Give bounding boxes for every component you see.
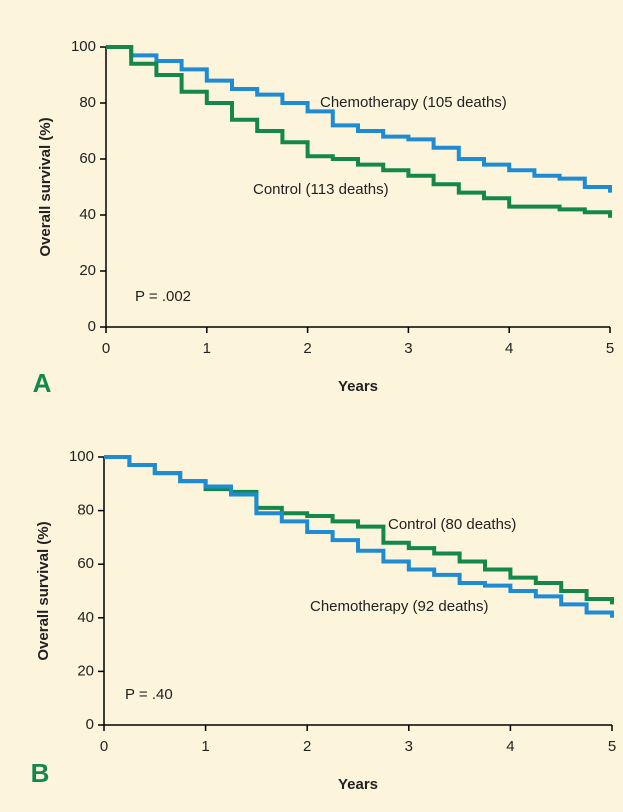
y-axis-label: Overall survival (%) [37,117,54,256]
y-tick-label: 60 [79,150,96,167]
x-tick-label: 1 [201,738,209,755]
p-value: P = .002 [135,288,191,305]
survival-curve [106,45,612,193]
x-tick-label: 5 [606,340,614,357]
y-tick-label: 100 [71,38,96,55]
p-value: P = .40 [125,686,173,703]
panel-label: B [31,758,50,788]
panel-label: A [33,368,52,398]
x-tick-label: 3 [404,340,412,357]
y-axis-label: Overall survival (%) [35,521,52,660]
y-tick-label: 60 [77,555,94,572]
y-tick-label: 0 [86,716,94,733]
x-tick-label: 0 [100,738,108,755]
x-axis-label: Years [338,776,378,793]
x-axis-label: Years [338,378,378,395]
y-tick-label: 0 [88,318,96,335]
survival-curve [106,45,612,218]
y-tick-label: 20 [79,262,96,279]
x-tick-label: 5 [608,738,616,755]
y-tick-label: 80 [77,502,94,519]
x-tick-label: 2 [303,340,311,357]
series-label: Chemotherapy (105 deaths) [320,94,507,111]
series-label: Control (113 deaths) [253,181,389,198]
y-tick-label: 40 [79,206,96,223]
series-label: Control (80 deaths) [388,516,516,533]
y-tick-label: 80 [79,94,96,111]
y-tick-label: 40 [77,609,94,626]
x-tick-label: 4 [506,738,514,755]
series-label: Chemotherapy (92 deaths) [310,598,488,615]
x-tick-label: 2 [303,738,311,755]
survival-curve [104,455,614,618]
x-tick-label: 1 [203,340,211,357]
y-tick-label: 100 [69,448,94,465]
x-tick-label: 3 [405,738,413,755]
x-tick-label: 4 [505,340,513,357]
y-tick-label: 20 [77,662,94,679]
x-tick-label: 0 [102,340,110,357]
